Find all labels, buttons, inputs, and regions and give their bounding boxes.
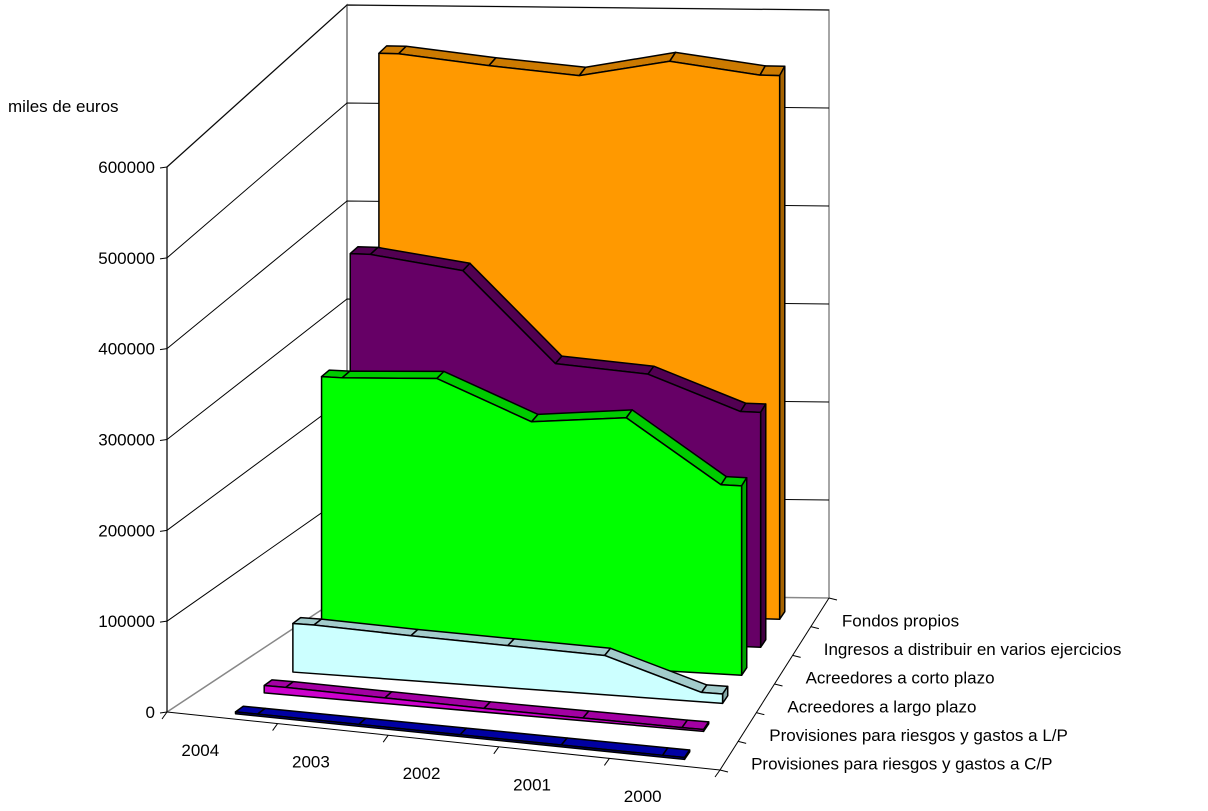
x-tick [272, 723, 279, 731]
gridline [166, 4, 830, 168]
x-tick-label: 2003 [292, 752, 330, 771]
y-tick [159, 711, 168, 714]
y-tick-label: 500000 [98, 249, 155, 268]
series-label: Provisiones para riesgos y gastos a L/P [769, 726, 1068, 745]
depth-tick [719, 769, 729, 773]
x-axis-line [166, 711, 721, 771]
y-tick [159, 166, 168, 169]
ribbon-front-face [292, 622, 724, 705]
axes [159, 166, 838, 778]
y-tick [159, 348, 168, 351]
x-tick [714, 769, 721, 778]
y-tick-label: 300000 [98, 431, 155, 450]
x-tick [161, 711, 168, 720]
x-tick-label: 2002 [403, 764, 441, 783]
depth-tick [792, 654, 801, 658]
y-tick-label: 0 [146, 703, 155, 722]
series-ribbon [292, 616, 729, 705]
x-tick [493, 746, 500, 755]
depth-tick [828, 597, 838, 601]
x-tick-label: 2000 [624, 787, 662, 806]
axis-labels: miles de euros 0 100000 200000 300000 400000… [8, 97, 1121, 806]
depth-tick [756, 712, 765, 716]
y-tick-label: 400000 [98, 340, 155, 359]
ribbon-front-face [320, 375, 743, 677]
y-tick-label: 600000 [98, 158, 155, 177]
side-wall [166, 3, 348, 714]
series-ribbon [234, 705, 691, 761]
x-tick-label: 2001 [513, 776, 551, 795]
ribbon-end-cap [778, 65, 786, 620]
y-tick [159, 439, 168, 441]
depth-tick [810, 626, 819, 630]
x-tick-label: 2004 [181, 741, 219, 760]
y-tick [159, 620, 168, 623]
y-axis-unit-label: miles de euros [8, 97, 119, 116]
series-ribbon [263, 679, 710, 733]
y-tick-label: 200000 [98, 521, 155, 540]
y-tick-label: 100000 [98, 612, 155, 631]
depth-tick [738, 740, 747, 744]
series-label: Provisiones para riesgos y gastos a C/P [751, 755, 1052, 774]
ribbon-front-face [263, 684, 705, 733]
x-tick [603, 758, 610, 766]
x-tick [382, 734, 389, 743]
series-label: Acreedores a corto plazo [806, 669, 995, 688]
y-tick [159, 529, 168, 532]
series-label: Ingresos a distribuir en varios ejercici… [824, 640, 1122, 659]
depth-tick [774, 683, 783, 687]
ribbon-front-face [234, 711, 686, 761]
ribbon-end-cap [759, 403, 767, 649]
series-ribbons [234, 45, 786, 761]
series-label: Acreedores a largo plazo [787, 697, 976, 716]
y-tick [159, 257, 168, 260]
series-ribbon [320, 369, 748, 677]
series-label: Fondos propios [842, 611, 959, 630]
ribbon-end-cap [740, 476, 748, 677]
